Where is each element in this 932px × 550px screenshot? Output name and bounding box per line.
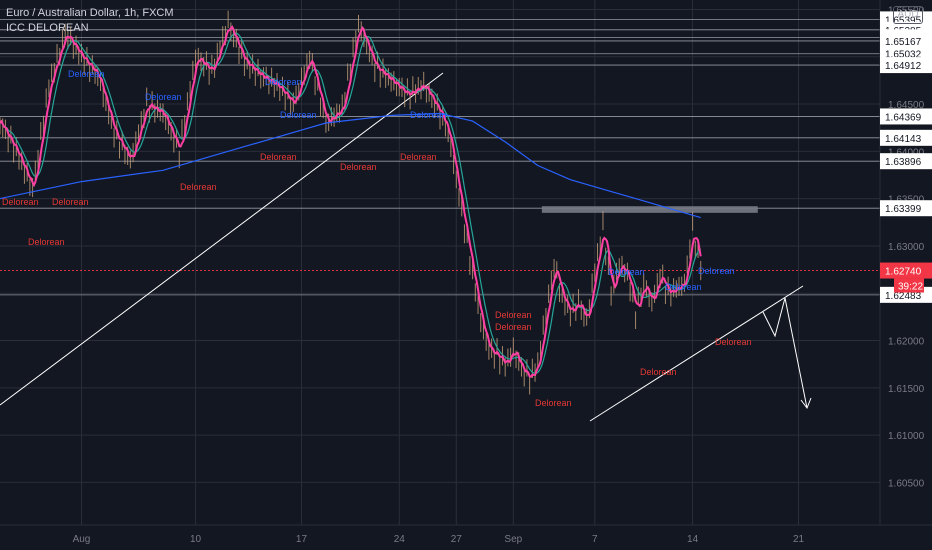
y-tick-label: 1.63500 xyxy=(888,195,925,206)
level-label: 1.63896 xyxy=(885,157,922,168)
delorean-buy-label: Delorean xyxy=(145,92,182,102)
level-label: 1.64912 xyxy=(885,61,922,72)
delorean-sell-label: Delorean xyxy=(640,367,677,377)
delorean-sell-label: Delorean xyxy=(340,162,377,172)
time-axis: Aug 10 17 24 27 Sep 7 14 21 xyxy=(0,524,932,545)
delorean-buy-label: Delorean xyxy=(698,266,735,276)
level-badge xyxy=(880,108,932,125)
y-tick-label: 1.65500 xyxy=(888,5,925,16)
level-badge xyxy=(880,57,932,74)
y-tick-label: 1.64500 xyxy=(888,100,925,111)
y-tick-label: 1.63000 xyxy=(888,242,925,253)
delorean-sell-label: Delorean xyxy=(715,337,752,347)
level-label: 1.64369 xyxy=(885,112,922,123)
delorean-sell-label: Delorean xyxy=(495,310,532,320)
y-tick-label: 1.61500 xyxy=(888,384,925,395)
level-label: 1.63399 xyxy=(885,204,922,215)
x-tick-label: 7 xyxy=(592,534,598,545)
delorean-buy-label: Delorean xyxy=(265,77,302,87)
level-label: 1.65167 xyxy=(885,37,922,48)
x-tick-label: Aug xyxy=(73,534,91,545)
y-tick-label: 1.62000 xyxy=(888,337,925,348)
symbol-title: Euro / Australian Dollar, 1h, FXCM xyxy=(6,7,174,19)
delorean-sell-label: Delorean xyxy=(260,152,297,162)
x-tick-label: 10 xyxy=(190,534,202,545)
y-tick-label: 1.60500 xyxy=(888,478,925,489)
delorean-sell-label: Delorean xyxy=(28,237,65,247)
level-label: 1.64143 xyxy=(885,134,922,145)
trendline-support xyxy=(589,285,804,422)
delorean-sell-label: Delorean xyxy=(495,322,532,332)
level-label: 1.65395 xyxy=(885,15,922,26)
delorean-labels: Delorean Delorean Delorean Delorean Delorean… xyxy=(2,69,752,408)
projection-arrowhead xyxy=(800,397,812,410)
trendlines xyxy=(0,72,812,422)
y-tick-label: 1.64000 xyxy=(888,147,925,158)
delorean-buy-label: Delorean xyxy=(410,110,447,120)
x-tick-label: Sep xyxy=(504,534,522,545)
ema-fast-line xyxy=(0,25,702,378)
current-price-label: 1.62740 xyxy=(885,267,922,278)
x-tick-label: 21 xyxy=(793,534,805,545)
delorean-sell-label: Delorean xyxy=(2,197,39,207)
x-tick-label: 24 xyxy=(394,534,406,545)
currency-badge[interactable]: AUD xyxy=(893,6,923,24)
x-tick-label: 27 xyxy=(451,534,463,545)
price-axis: 1.655001.650001.645001.640001.635001.630… xyxy=(879,0,932,550)
level-badge xyxy=(880,129,932,146)
chart-legend: Euro / Australian Dollar, 1h, FXCM ICC D… xyxy=(6,6,174,36)
countdown-badge xyxy=(894,278,924,293)
y-tick-label: 1.61000 xyxy=(888,431,925,442)
current-price-badge xyxy=(880,262,932,279)
delorean-buy-label: Delorean xyxy=(665,282,702,292)
level-label: 1.62483 xyxy=(885,291,922,302)
delorean-sell-label: Delorean xyxy=(535,398,572,408)
ema-slow-line xyxy=(0,112,701,219)
level-badge xyxy=(880,200,932,217)
delorean-buy-label: Delorean xyxy=(68,69,105,79)
projection-path xyxy=(762,297,808,409)
x-tick-label: 17 xyxy=(296,534,308,545)
delorean-buy-label: Delorean xyxy=(280,110,317,120)
delorean-sell-label: Delorean xyxy=(400,152,437,162)
indicator-name: ICC DELOREAN xyxy=(6,22,89,34)
delorean-sell-label: Delorean xyxy=(180,182,217,192)
level-label: 1.65032 xyxy=(885,50,922,61)
delorean-buy-label: Delorean xyxy=(608,267,645,277)
x-tick-label: 14 xyxy=(687,534,699,545)
trendline-rising xyxy=(0,72,444,406)
level-badge xyxy=(880,32,932,49)
resistance-zone xyxy=(541,206,758,213)
countdown-label: 39:22 xyxy=(898,282,923,293)
level-badge xyxy=(880,153,932,170)
delorean-sell-label: Delorean xyxy=(52,197,89,207)
series-layer xyxy=(0,10,702,395)
